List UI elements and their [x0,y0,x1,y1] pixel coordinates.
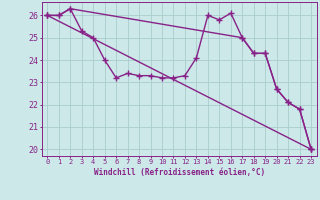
X-axis label: Windchill (Refroidissement éolien,°C): Windchill (Refroidissement éolien,°C) [94,168,265,177]
